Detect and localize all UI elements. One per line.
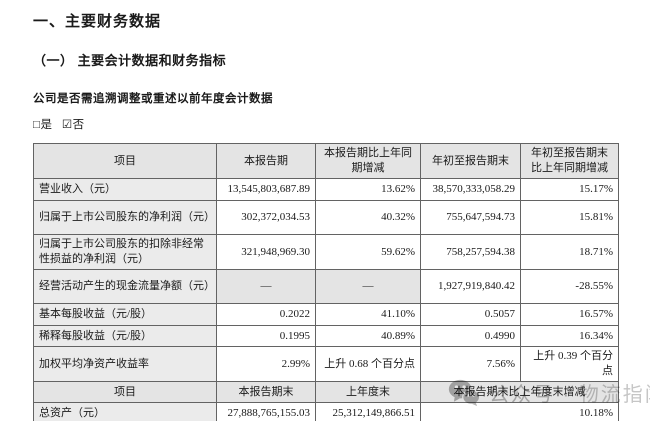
header-item: 项目 <box>33 381 217 403</box>
header-ytd-change: 年初至报告期末比上年同期增减 <box>520 143 619 179</box>
table-row: 加权平均净资产收益率 2.99% 上升 0.68 个百分点 7.56% 上升 0… <box>33 346 619 382</box>
cell-value: 7.56% <box>420 346 521 382</box>
header-ytd: 年初至报告期末 <box>420 143 521 179</box>
cell-value: 15.17% <box>520 178 619 201</box>
cell-value: 38,570,333,058.29 <box>420 178 521 201</box>
row-label: 加权平均净资产收益率 <box>33 346 217 382</box>
cell-value: 40.32% <box>315 200 421 235</box>
row-label: 总资产（元） <box>33 402 217 421</box>
row-label: 归属于上市公司股东的扣除非经常性损益的净利润（元） <box>33 234 217 270</box>
cell-value: 0.2022 <box>216 303 316 326</box>
header-period-change: 本报告期比上年同期增减 <box>315 143 421 179</box>
checkbox-yes: □是 <box>33 119 53 131</box>
cell-value: 755,647,594.73 <box>420 200 521 235</box>
cell-empty-dash: — <box>216 269 316 304</box>
checkbox-no-checked: ☑否 <box>61 119 85 131</box>
cell-value: 758,257,594.38 <box>420 234 521 270</box>
table-row: 归属于上市公司股东的净利润（元） 302,372,034.53 40.32% 7… <box>33 200 619 235</box>
table-row: 营业收入（元） 13,545,803,687.89 13.62% 38,570,… <box>33 178 619 201</box>
cell-value: 0.4990 <box>420 325 521 347</box>
row-label: 稀释每股收益（元/股） <box>33 325 217 347</box>
cell-value: 13.62% <box>315 178 421 201</box>
table-row: 归属于上市公司股东的扣除非经常性损益的净利润（元） 321,948,969.30… <box>33 234 619 270</box>
cell-value: 0.1995 <box>216 325 316 347</box>
table-row: 总资产（元） 27,888,765,155.03 25,312,149,866.… <box>33 402 619 421</box>
header-period-end-change: 本报告期末比上年度末增减 <box>420 381 619 403</box>
table-row: 基本每股收益（元/股） 0.2022 41.10% 0.5057 16.57% <box>33 303 619 326</box>
table-row: 经营活动产生的现金流量净额（元） — — 1,927,919,840.42 -2… <box>33 269 619 304</box>
header-item: 项目 <box>33 143 217 179</box>
cell-value: 18.71% <box>520 234 619 270</box>
header-period: 本报告期 <box>216 143 316 179</box>
restatement-checkboxes: □是 ☑否 <box>33 116 650 132</box>
cell-value: -28.55% <box>520 269 619 304</box>
cell-value: 13,545,803,687.89 <box>216 178 316 201</box>
row-label: 经营活动产生的现金流量净额（元） <box>33 269 217 304</box>
subsection-title: （一） 主要会计数据和财务指标 <box>33 53 227 68</box>
cell-value: 上升 0.68 个百分点 <box>315 346 421 382</box>
section-title: 一、主要财务数据 <box>33 13 162 30</box>
cell-value: 27,888,765,155.03 <box>216 402 316 421</box>
header-period-end: 本报告期末 <box>216 381 316 403</box>
row-label: 营业收入（元） <box>33 178 217 201</box>
cell-value: 59.62% <box>315 234 421 270</box>
cell-value: 10.18% <box>420 402 619 421</box>
table-header-row-1: 项目 本报告期 本报告期比上年同期增减 年初至报告期末 年初至报告期末比上年同期… <box>33 143 619 179</box>
cell-value: 16.57% <box>520 303 619 326</box>
table-row: 稀释每股收益（元/股） 0.1995 40.89% 0.4990 16.34% <box>33 325 619 347</box>
cell-value: 2.99% <box>216 346 316 382</box>
cell-value: 25,312,149,866.51 <box>315 402 421 421</box>
restatement-note: 公司是否需追溯调整或重述以前年度会计数据 <box>33 93 273 105</box>
header-prev-year-end: 上年度末 <box>315 381 421 403</box>
row-label: 归属于上市公司股东的净利润（元） <box>33 200 217 235</box>
cell-value: 1,927,919,840.42 <box>420 269 521 304</box>
cell-empty-dash: — <box>315 269 421 304</box>
row-label: 基本每股收益（元/股） <box>33 303 217 326</box>
cell-value: 上升 0.39 个百分点 <box>520 346 619 382</box>
cell-value: 40.89% <box>315 325 421 347</box>
cell-value: 41.10% <box>315 303 421 326</box>
financial-data-table: 项目 本报告期 本报告期比上年同期增减 年初至报告期末 年初至报告期末比上年同期… <box>33 143 619 421</box>
cell-value: 321,948,969.30 <box>216 234 316 270</box>
cell-value: 0.5057 <box>420 303 521 326</box>
cell-value: 15.81% <box>520 200 619 235</box>
cell-value: 302,372,034.53 <box>216 200 316 235</box>
table-header-row-2: 项目 本报告期末 上年度末 本报告期末比上年度末增减 <box>33 381 619 403</box>
cell-value: 16.34% <box>520 325 619 347</box>
